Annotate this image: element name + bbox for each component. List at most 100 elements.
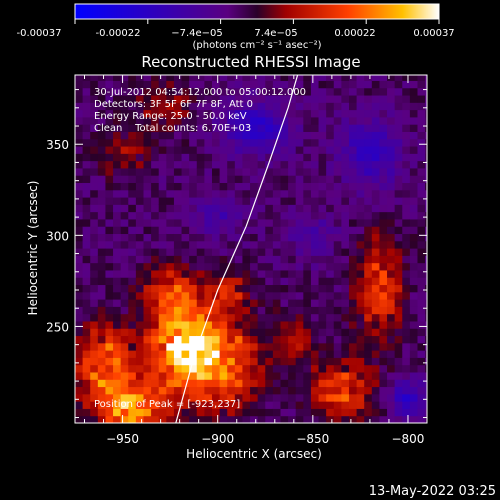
- heatmap-cell: [379, 313, 388, 322]
- heatmap-cell: [135, 153, 144, 162]
- heatmap-cell: [90, 291, 99, 300]
- heatmap-cell: [303, 335, 312, 344]
- heatmap-cell: [135, 255, 144, 264]
- heatmap-cell: [348, 160, 358, 169]
- heatmap-cell: [272, 248, 281, 256]
- heatmap-cell: [105, 211, 114, 220]
- heatmap-cell: [234, 146, 243, 154]
- heatmap-cell: [371, 80, 380, 89]
- heatmap-cell: [288, 291, 297, 300]
- heatmap-cell: [371, 233, 380, 242]
- heatmap-cell: [143, 95, 152, 103]
- heatmap-cell: [120, 291, 129, 300]
- heatmap-cell: [295, 109, 304, 118]
- heatmap-cell: [318, 167, 327, 176]
- heatmap-cell: [143, 80, 152, 89]
- heatmap-cell: [97, 364, 106, 373]
- heatmap-cell: [310, 167, 320, 176]
- heatmap-cell: [280, 138, 289, 147]
- heatmap-cell: [204, 320, 213, 329]
- heatmap-cell: [181, 75, 190, 81]
- heatmap-cell: [204, 371, 213, 380]
- heatmap-cell: [105, 218, 114, 227]
- heatmap-cell: [250, 204, 259, 213]
- heatmap-cell: [318, 306, 327, 315]
- heatmap-cell: [105, 401, 114, 409]
- heatmap-cell: [295, 116, 304, 125]
- heatmap-cell: [348, 371, 358, 380]
- heatmap-cell: [219, 401, 228, 409]
- heatmap-cell: [348, 75, 358, 81]
- heatmap-cell: [120, 248, 129, 256]
- heatmap-cell: [166, 204, 175, 213]
- heatmap-cell: [402, 320, 411, 329]
- heatmap-cell: [379, 124, 388, 132]
- heatmap-cell: [173, 306, 183, 315]
- heatmap-cell: [409, 204, 418, 213]
- heatmap-cell: [135, 175, 144, 183]
- heatmap-cell: [295, 189, 304, 198]
- heatmap-cell: [341, 226, 350, 235]
- heatmap-cell: [75, 262, 84, 271]
- heatmap-cell: [128, 320, 137, 329]
- heatmap-cell: [219, 277, 228, 286]
- heatmap-cell: [417, 131, 426, 140]
- heatmap-cell: [242, 306, 251, 315]
- heatmap-cell: [82, 386, 91, 395]
- heatmap-cell: [196, 146, 205, 154]
- heatmap-cell: [303, 357, 312, 366]
- heatmap-cell: [379, 284, 388, 293]
- heatmap-cell: [265, 131, 274, 140]
- heatmap-cell: [158, 313, 167, 322]
- heatmap-cell: [128, 116, 137, 125]
- heatmap-cell: [341, 87, 350, 96]
- heatmap-cell: [364, 226, 373, 235]
- heatmap-cell: [189, 124, 198, 132]
- heatmap-cell: [364, 160, 373, 169]
- heatmap-cell: [295, 167, 304, 176]
- heatmap-cell: [425, 415, 427, 423]
- heatmap-cell: [326, 204, 335, 213]
- heatmap-cell: [364, 80, 373, 89]
- heatmap-cell: [166, 371, 175, 380]
- heatmap-cell: [326, 299, 335, 307]
- heatmap-cell: [379, 262, 388, 271]
- heatmap-cell: [417, 371, 426, 380]
- heatmap-cell: [402, 226, 411, 235]
- heatmap-cell: [105, 364, 114, 373]
- heatmap-cell: [97, 342, 106, 351]
- heatmap-cell: [250, 306, 259, 315]
- heatmap-cell: [181, 342, 190, 351]
- heatmap-cell: [409, 401, 418, 409]
- heatmap-cell: [158, 124, 167, 132]
- heatmap-cell: [364, 102, 373, 111]
- heatmap-cell: [234, 153, 243, 162]
- heatmap-cell: [166, 153, 175, 162]
- heatmap-cell: [425, 335, 427, 344]
- heatmap-cell: [303, 291, 312, 300]
- heatmap-cell: [348, 262, 358, 271]
- heatmap-cell: [394, 124, 403, 132]
- heatmap-cell: [250, 87, 259, 96]
- heatmap-cell: [181, 87, 190, 96]
- heatmap-cell: [181, 262, 190, 271]
- heatmap-cell: [113, 408, 122, 417]
- heatmap-cell: [158, 75, 167, 81]
- heatmap-cell: [113, 335, 122, 344]
- heatmap-cell: [189, 204, 198, 213]
- heatmap-cell: [173, 167, 183, 176]
- heatmap-cell: [364, 415, 373, 423]
- heatmap-cell: [105, 248, 114, 256]
- heatmap-cell: [326, 350, 335, 358]
- heatmap-cell: [75, 269, 84, 278]
- heatmap-cell: [211, 415, 221, 423]
- heatmap-cell: [379, 306, 388, 315]
- heatmap-cell: [318, 109, 327, 118]
- heatmap-cell: [318, 197, 327, 205]
- heatmap-cell: [318, 284, 327, 293]
- heatmap-cell: [204, 364, 213, 373]
- heatmap-cell: [211, 102, 221, 111]
- heatmap-cell: [105, 379, 114, 388]
- heatmap-cell: [242, 299, 251, 307]
- heatmap-cell: [242, 211, 251, 220]
